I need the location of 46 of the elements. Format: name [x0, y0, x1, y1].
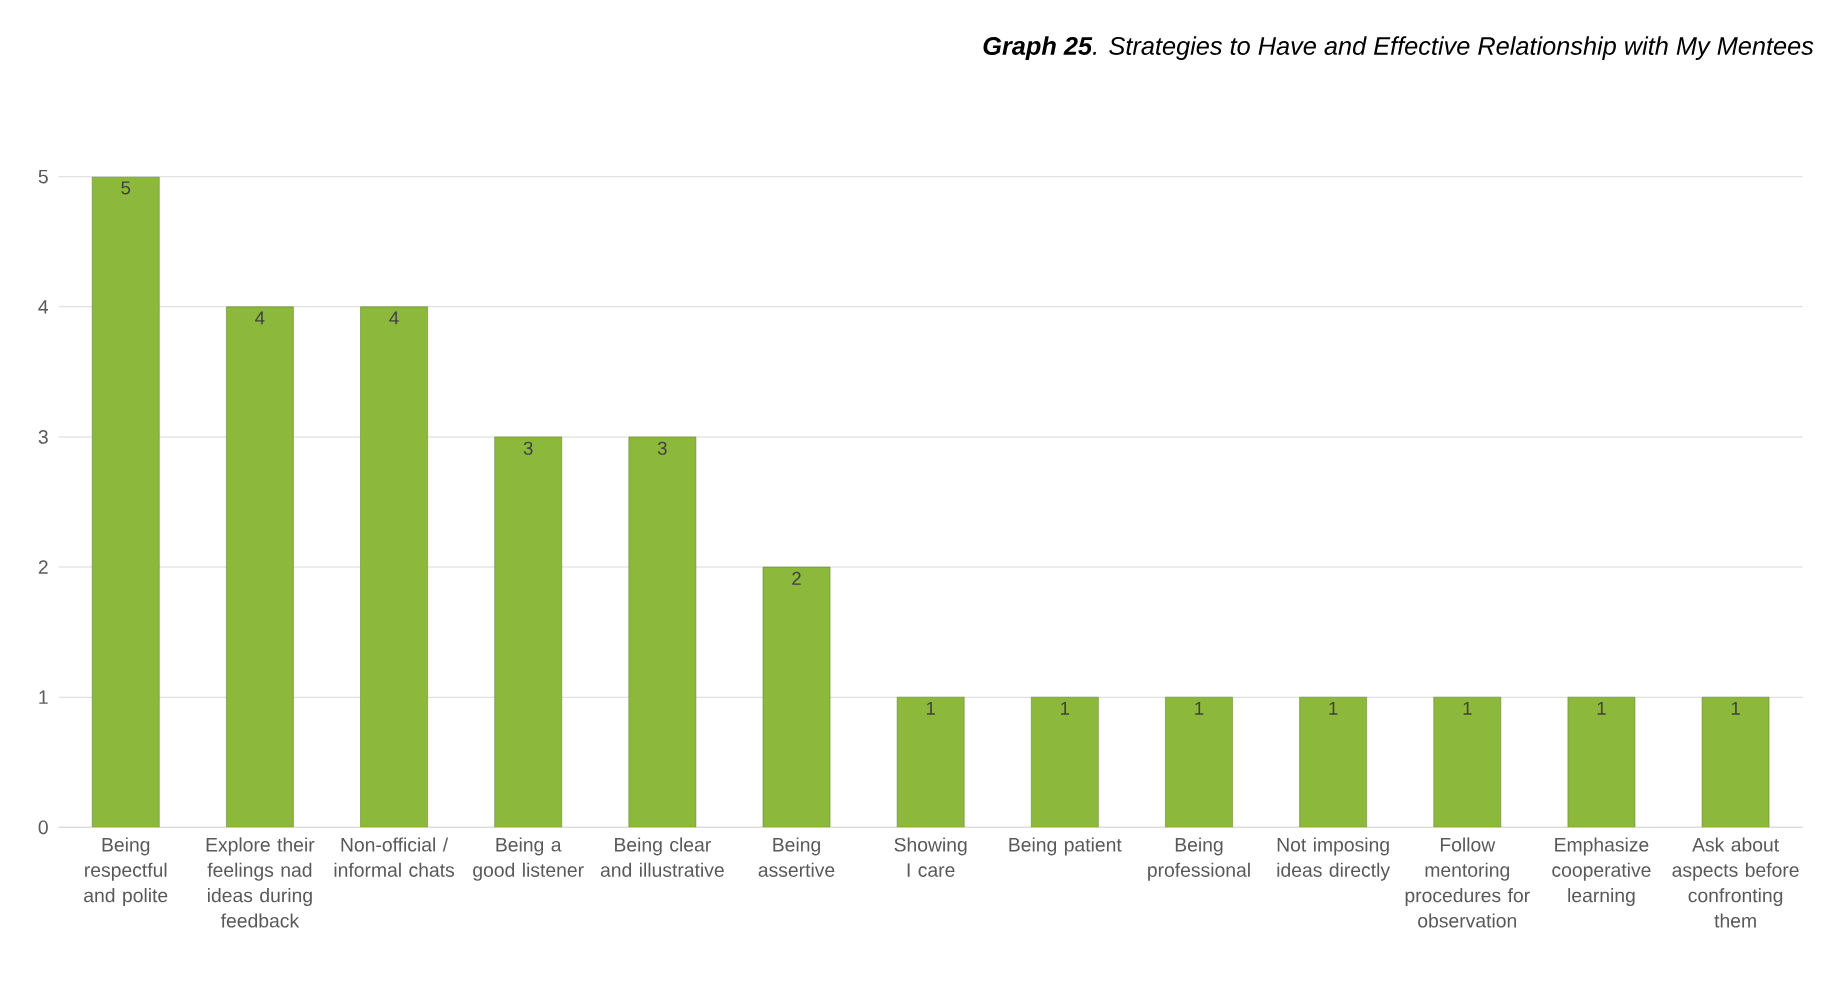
- x-tick-label: Emphasize cooperative learning: [1552, 837, 1651, 907]
- data-label: 1: [1597, 701, 1606, 715]
- x-tick-label: Being respectful and polite: [84, 837, 168, 907]
- bar: [91, 176, 160, 828]
- bar: [1567, 696, 1636, 828]
- bar: [360, 306, 428, 828]
- bar: [896, 696, 965, 828]
- data-label: 1: [1061, 701, 1070, 715]
- data-label: 1: [1195, 701, 1204, 715]
- data-label: 1: [1463, 701, 1472, 715]
- bar: [494, 436, 563, 828]
- x-tick-label: Non-official / informal chats: [334, 837, 455, 877]
- y-tick-label: 4: [38, 300, 49, 314]
- x-tick-label: Showing I care: [894, 837, 967, 877]
- y-tick-label: 2: [38, 560, 48, 574]
- bar: [1165, 696, 1233, 828]
- y-tick-label: 1: [39, 690, 48, 704]
- data-label: 1: [1731, 701, 1740, 715]
- data-label: 2: [792, 571, 801, 585]
- y-tick-label: 3: [38, 430, 48, 444]
- bar: [628, 436, 697, 828]
- x-tick-label: Follow mentoring procedures for observation: [1405, 837, 1530, 928]
- bar: [1433, 696, 1502, 828]
- data-label: 3: [523, 441, 533, 455]
- bar: [1031, 696, 1099, 828]
- y-tick-label: 0: [38, 820, 48, 835]
- x-tick-label: Ask about aspects before confronting them: [1672, 837, 1799, 928]
- bar: [1701, 696, 1770, 828]
- bar: [226, 306, 294, 828]
- x-tick-label: Being a good listener: [473, 837, 584, 881]
- bar: [762, 566, 831, 828]
- y-tick-label: 5: [38, 169, 48, 184]
- bar: [1299, 696, 1367, 828]
- x-tick-label: Being patient: [1009, 837, 1122, 856]
- data-label: 5: [121, 181, 131, 195]
- data-label: 1: [926, 701, 935, 715]
- data-label: 1: [1329, 701, 1338, 715]
- chart-title: Graph 25. Strategies to Have and Effective Relationship with My Mentees: [983, 36, 1814, 60]
- data-label: 4: [255, 311, 265, 325]
- data-label: 3: [657, 441, 667, 455]
- x-tick-label: Not imposing ideas directly: [1277, 837, 1391, 881]
- x-tick-label: Being clear and illustrative: [600, 837, 724, 877]
- x-tick-label: Being professional: [1148, 837, 1250, 881]
- data-label: 4: [389, 311, 399, 325]
- x-tick-label: Explore their feelings nad ideas during feedback: [206, 837, 315, 928]
- x-tick-label: Being assertive: [758, 837, 835, 877]
